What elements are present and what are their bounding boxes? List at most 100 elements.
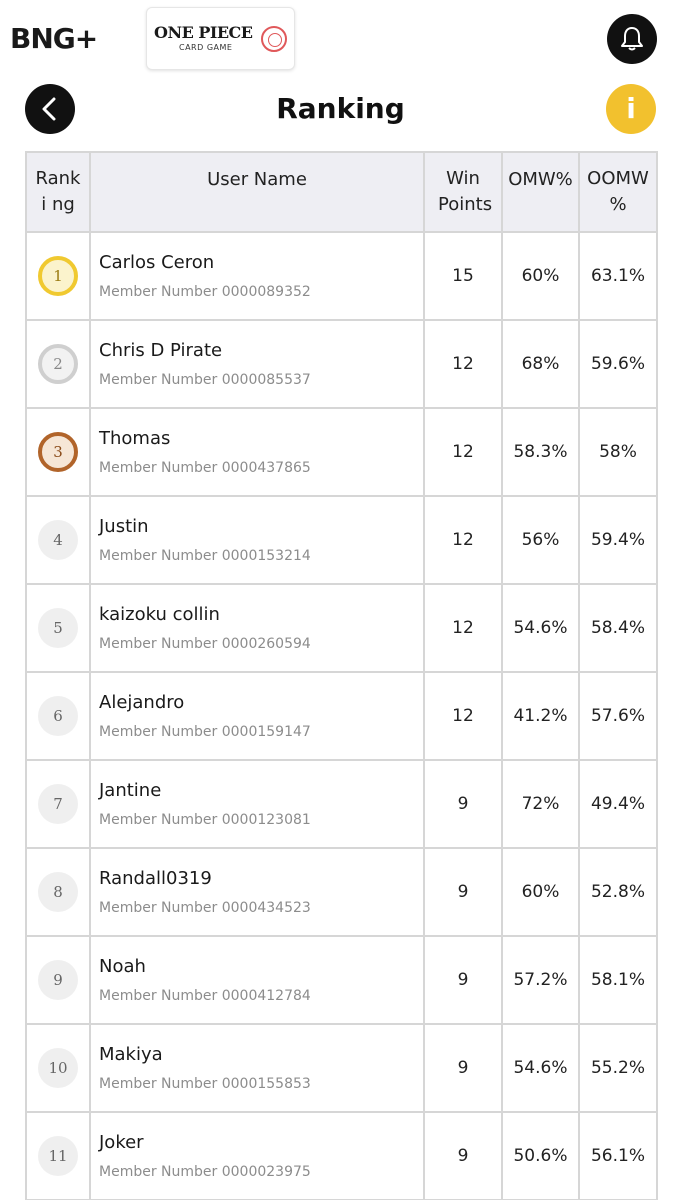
win-points-cell: 9 — [423, 1111, 503, 1200]
bell-icon — [621, 27, 643, 51]
user-name[interactable]: Chris D Pirate — [99, 340, 223, 361]
oomw-cell: 52.8% — [578, 847, 658, 937]
silver-medal-icon: 2 — [38, 344, 78, 384]
rank-number-badge: 4 — [38, 520, 78, 560]
oomw-cell: 59.4% — [578, 495, 658, 585]
table-row[interactable]: 6 Alejandro Member Number 0000159147 12 41.2… — [25, 671, 658, 761]
one-piece-card-game-logo[interactable]: ONE PIECE CARD GAME — [146, 7, 295, 70]
header-win-points[interactable]: Win Points — [423, 151, 503, 233]
member-number: Member Number 0000412784 — [99, 988, 311, 1004]
page-title: Ranking — [276, 92, 405, 125]
user-cell[interactable]: kaizoku collin Member Number 0000260594 — [89, 583, 425, 673]
omw-cell: 60% — [501, 231, 580, 321]
rank-cell: 4 — [25, 495, 91, 585]
rank-cell: 5 — [25, 583, 91, 673]
oomw-cell: 49.4% — [578, 759, 658, 849]
table-row[interactable]: 9 Noah Member Number 0000412784 9 57.2% 58.1% — [25, 935, 658, 1025]
user-name[interactable]: kaizoku collin — [99, 604, 220, 625]
win-points-cell: 12 — [423, 407, 503, 497]
user-cell[interactable]: Chris D Pirate Member Number 0000085537 — [89, 319, 425, 409]
header-win-label: Win Points — [438, 168, 493, 215]
header-oomw-label: OOMW % — [587, 168, 649, 215]
brand-logo[interactable]: BNG+ — [10, 22, 98, 55]
notifications-button[interactable] — [607, 14, 657, 64]
oomw-cell: 59.6% — [578, 319, 658, 409]
oomw-cell: 63.1% — [578, 231, 658, 321]
omw-cell: 72% — [501, 759, 580, 849]
table-row[interactable]: 3 Thomas Member Number 0000437865 12 58.3% 58… — [25, 407, 658, 497]
user-name[interactable]: Randall0319 — [99, 868, 212, 889]
member-number: Member Number 0000159147 — [99, 724, 311, 740]
user-cell[interactable]: Noah Member Number 0000412784 — [89, 935, 425, 1025]
oomw-cell: 58.1% — [578, 935, 658, 1025]
rank-number-badge: 10 — [38, 1048, 78, 1088]
rank-number-badge: 7 — [38, 784, 78, 824]
bronze-medal-icon: 3 — [38, 432, 78, 472]
win-points-cell: 12 — [423, 319, 503, 409]
win-points-cell: 9 — [423, 935, 503, 1025]
user-name[interactable]: Makiya — [99, 1044, 163, 1065]
back-button[interactable] — [25, 84, 75, 134]
member-number: Member Number 0000085537 — [99, 372, 311, 388]
user-name[interactable]: Jantine — [99, 780, 162, 801]
header-rank-label: Ranki ng — [35, 168, 81, 215]
top-bar: BNG+ ONE PIECE CARD GAME — [0, 0, 681, 76]
table-row[interactable]: 7 Jantine Member Number 0000123081 9 72% 49.4… — [25, 759, 658, 849]
user-name[interactable]: Noah — [99, 956, 146, 977]
omw-cell: 54.6% — [501, 583, 580, 673]
user-name[interactable]: Carlos Ceron — [99, 252, 215, 273]
omw-cell: 60% — [501, 847, 580, 937]
user-cell[interactable]: Makiya Member Number 0000155853 — [89, 1023, 425, 1113]
ranking-table: Ranki ng User Name Win Points OMW% OOMW … — [25, 151, 658, 1200]
user-cell[interactable]: Carlos Ceron Member Number 0000089352 — [89, 231, 425, 321]
chevron-left-icon — [42, 97, 56, 121]
user-cell[interactable]: Alejandro Member Number 0000159147 — [89, 671, 425, 761]
member-number: Member Number 0000153214 — [99, 548, 311, 564]
table-row[interactable]: 10 Makiya Member Number 0000155853 9 54.6% 55… — [25, 1023, 658, 1113]
header-user-name[interactable]: User Name — [89, 151, 425, 233]
win-points-cell: 12 — [423, 495, 503, 585]
info-button[interactable]: i — [606, 84, 656, 134]
header-oomw[interactable]: OOMW % — [578, 151, 658, 233]
win-points-cell: 12 — [423, 671, 503, 761]
rank-number-badge: 9 — [38, 960, 78, 1000]
table-row[interactable]: 5 kaizoku collin Member Number 0000260594 1… — [25, 583, 658, 673]
user-cell[interactable]: Justin Member Number 0000153214 — [89, 495, 425, 585]
rank-cell: 7 — [25, 759, 91, 849]
oomw-cell: 57.6% — [578, 671, 658, 761]
table-row[interactable]: 11 Joker Member Number 0000023975 9 50.6% 56.… — [25, 1111, 658, 1200]
header-omw-label: OMW% — [508, 169, 573, 190]
user-cell[interactable]: Randall0319 Member Number 0000434523 — [89, 847, 425, 937]
table-row[interactable]: 1 Carlos Ceron Member Number 0000089352 15 6… — [25, 231, 658, 321]
user-name[interactable]: Thomas — [99, 428, 171, 449]
rank-number-badge: 11 — [38, 1136, 78, 1176]
header-rank[interactable]: Ranki ng — [25, 151, 91, 233]
oomw-cell: 58% — [578, 407, 658, 497]
member-number: Member Number 0000089352 — [99, 284, 311, 300]
rank-number-badge: 8 — [38, 872, 78, 912]
user-cell[interactable]: Jantine Member Number 0000123081 — [89, 759, 425, 849]
member-number: Member Number 0000260594 — [99, 636, 311, 652]
user-cell[interactable]: Joker Member Number 0000023975 — [89, 1111, 425, 1200]
gold-medal-icon: 1 — [38, 256, 78, 296]
game-logo-title: ONE PIECE — [154, 23, 253, 42]
omw-cell: 57.2% — [501, 935, 580, 1025]
header-omw[interactable]: OMW% — [501, 151, 580, 233]
omw-cell: 68% — [501, 319, 580, 409]
game-logo-subtitle: CARD GAME — [179, 43, 233, 52]
oomw-cell: 58.4% — [578, 583, 658, 673]
omw-cell: 50.6% — [501, 1111, 580, 1200]
user-name[interactable]: Alejandro — [99, 692, 185, 713]
omw-cell: 41.2% — [501, 671, 580, 761]
table-row[interactable]: 8 Randall0319 Member Number 0000434523 9 60%… — [25, 847, 658, 937]
table-row[interactable]: 4 Justin Member Number 0000153214 12 56% 59.4… — [25, 495, 658, 585]
user-cell[interactable]: Thomas Member Number 0000437865 — [89, 407, 425, 497]
rank-cell: 10 — [25, 1023, 91, 1113]
user-name[interactable]: Justin — [99, 516, 149, 537]
member-number: Member Number 0000155853 — [99, 1076, 311, 1092]
table-row[interactable]: 2 Chris D Pirate Member Number 0000085537 1… — [25, 319, 658, 409]
user-name[interactable]: Joker — [99, 1132, 144, 1153]
oomw-cell: 56.1% — [578, 1111, 658, 1200]
rank-cell: 9 — [25, 935, 91, 1025]
win-points-cell: 9 — [423, 1023, 503, 1113]
